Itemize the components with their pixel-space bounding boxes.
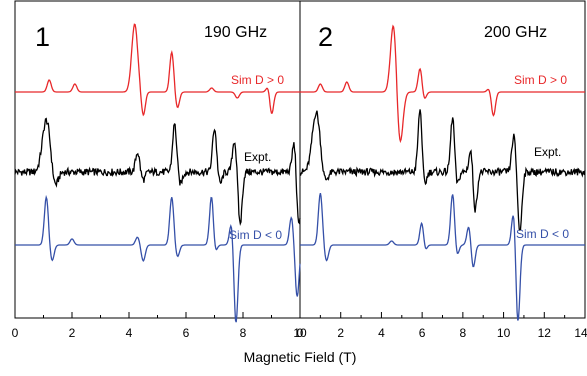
panel-2-trace-sim-dpos <box>300 24 585 144</box>
panel-1-frequency: 190 GHz <box>204 24 267 41</box>
x-axis-ticks: 0 2 4 6 8 100 2 4 6 8 10 12 14 <box>12 312 587 340</box>
panel-2-tick-label: 6 <box>419 326 426 340</box>
panel-1-tick-label: 2 <box>69 326 76 340</box>
panel-2-tick-label: 10 <box>497 326 511 340</box>
spectrum-traces <box>14 23 586 323</box>
panel-2-tick-label: 4 <box>378 326 385 340</box>
panel-2-expt-label: Expt. <box>534 145 561 159</box>
panel-1-sim-dneg-label: Sim D < 0 <box>229 228 282 242</box>
panel-2-tick-label: 14 <box>574 326 587 340</box>
panel-2-sim-dpos-label: Sim D > 0 <box>514 73 567 87</box>
panel-1-tick-label: 4 <box>126 326 133 340</box>
panel-2-sim-dneg-label: Sim D < 0 <box>516 227 569 241</box>
panel-1-sim-dpos-label: Sim D > 0 <box>231 73 284 87</box>
panel-1-tick-label: 8 <box>240 326 247 340</box>
x-axis-label: Magnetic Field (T) <box>244 349 357 365</box>
panel-2-trace-expt <box>299 109 586 231</box>
panel-1-trace-sim-dpos <box>15 23 300 117</box>
panel-1-label: 1 <box>35 22 50 52</box>
panel-2-tick-label: 12 <box>538 326 552 340</box>
panel-2-tick-label: 8 <box>460 326 467 340</box>
panel-1-trace-expt <box>14 117 301 227</box>
panel-1-tick-label: 0 <box>12 326 19 340</box>
panel-1-tick-label: 6 <box>183 326 190 340</box>
panel-2-tick-label: 2 <box>337 326 344 340</box>
panel-2-trace-sim-dneg <box>300 192 585 321</box>
panel-2-tick-label: 0 <box>297 326 304 340</box>
panel-1-expt-label: Expt. <box>244 150 271 164</box>
panel-2-frequency: 200 GHz <box>484 24 547 41</box>
panel-1-trace-sim-dneg <box>15 194 301 323</box>
panel-1-tick-label: 10 <box>293 326 307 340</box>
panel-2-label: 2 <box>318 22 333 52</box>
